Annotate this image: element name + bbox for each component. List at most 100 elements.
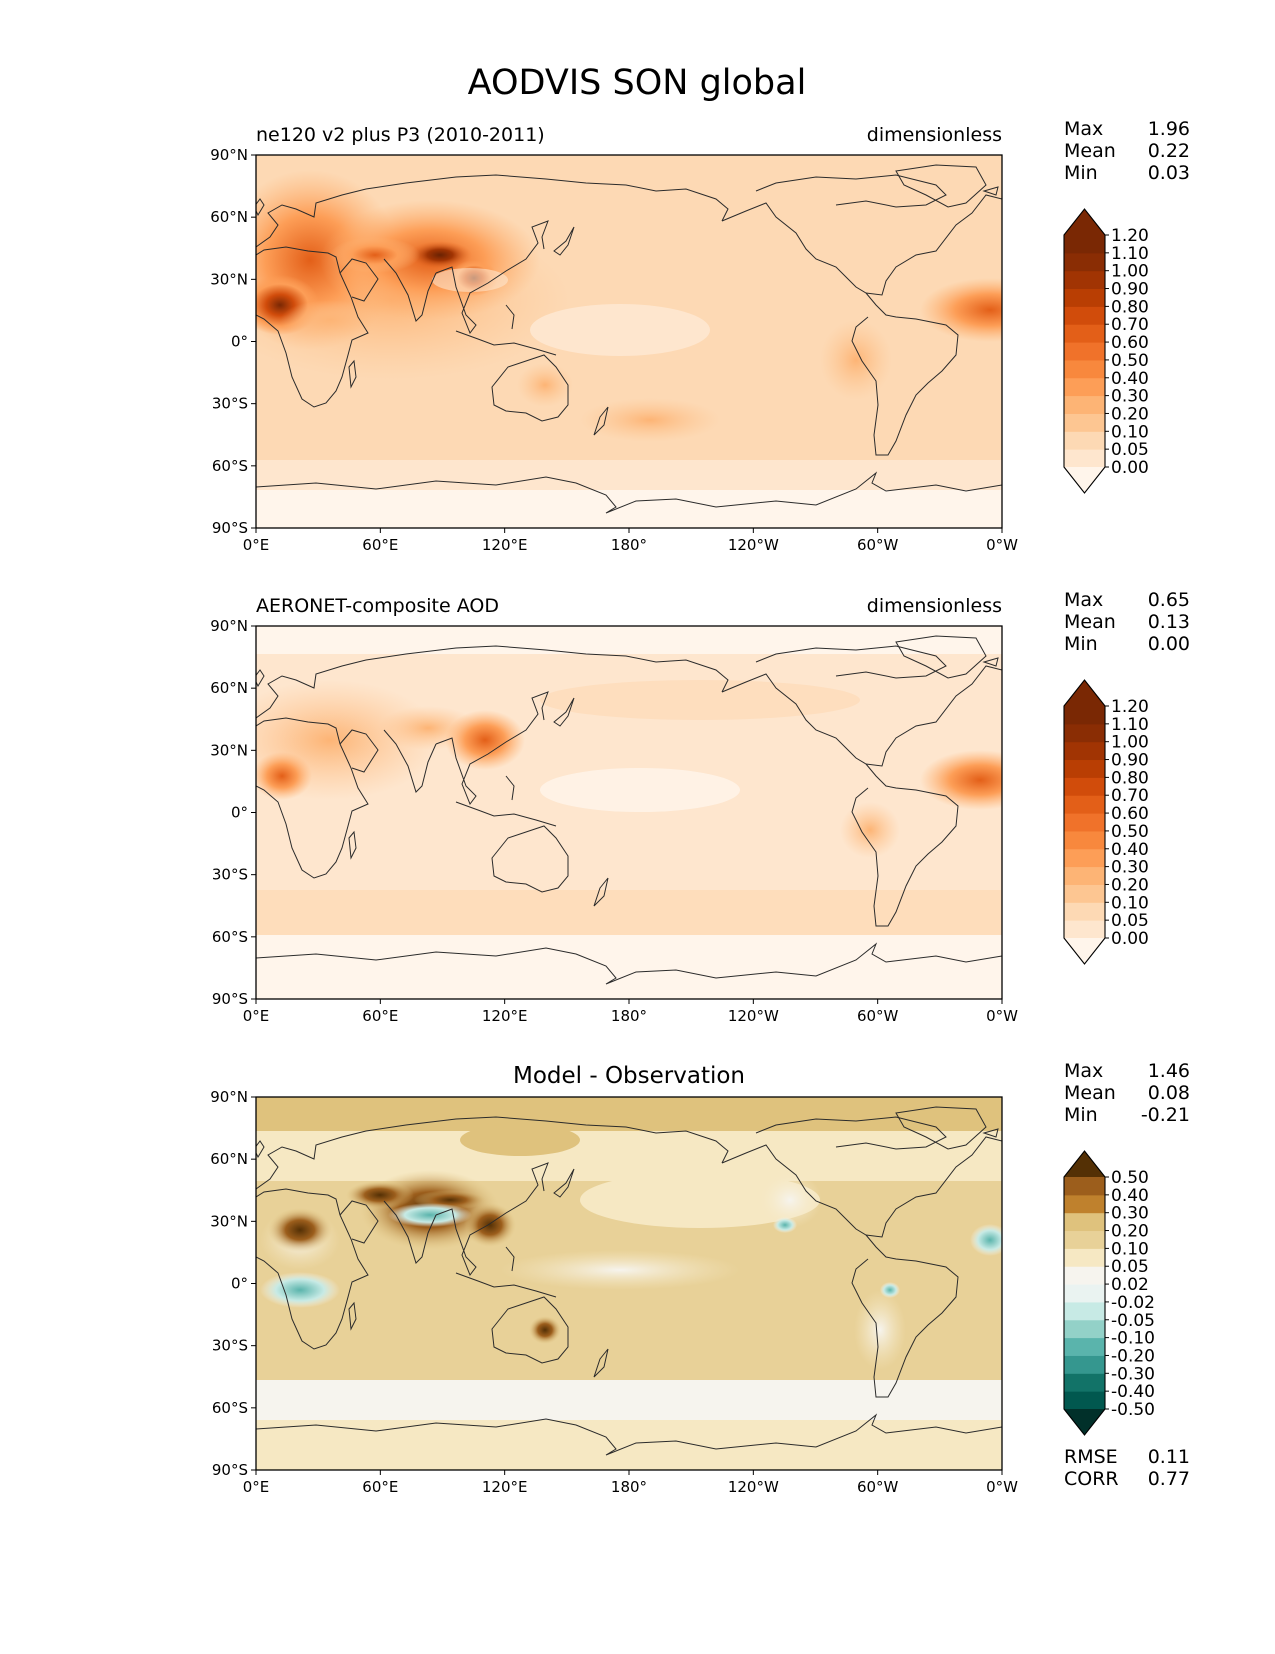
colorbar-segment: [1064, 324, 1105, 343]
colorbar-label: 1.00: [1111, 733, 1149, 753]
colorbar-segment: [1064, 884, 1105, 903]
stat-value-max: 1.46: [1148, 1060, 1190, 1082]
colorbar-extend-over: [1064, 1151, 1105, 1177]
colorbar-label: 0.40: [1111, 840, 1149, 860]
stat-value-rmse: 0.11: [1148, 1446, 1190, 1468]
colorbar-label: 0.70: [1111, 315, 1149, 335]
colorbar-segment: [1064, 830, 1105, 850]
x-tick-label: 60°W: [857, 1478, 899, 1496]
x-tick-label: 120°W: [728, 1478, 779, 1496]
colorbar-label: 0.30: [1111, 858, 1149, 878]
colorbar-label: -0.10: [1111, 1329, 1155, 1349]
colorbar-segment: [1064, 306, 1105, 325]
x-tick-label: 180°: [611, 536, 647, 554]
x-tick-label: 0°W: [986, 1007, 1018, 1025]
colorbar-segment: [1064, 777, 1105, 796]
colorbar-segment: [1064, 359, 1105, 379]
colorbar-label: 0.90: [1111, 280, 1149, 300]
colorbar-segment: [1064, 1337, 1105, 1356]
stat-value-corr: 0.77: [1148, 1468, 1190, 1490]
panel-title-right: dimensionless: [867, 595, 1002, 617]
colorbar-label: 0.50: [1111, 1168, 1149, 1188]
stat-label-mean: Mean: [1064, 140, 1116, 162]
panel-title-center: Model - Observation: [513, 1063, 745, 1089]
x-tick-label: 0°W: [986, 1478, 1018, 1496]
colorbar-label: -0.50: [1111, 1400, 1155, 1420]
colorbar-label: 1.00: [1111, 262, 1149, 282]
x-tick-label: 180°: [611, 1007, 647, 1025]
colorbar-label: -0.20: [1111, 1346, 1155, 1366]
x-tick-label: 180°: [611, 1478, 647, 1496]
colorbar-label: 0.05: [1111, 911, 1149, 931]
colorbar-label: 0.90: [1111, 751, 1149, 771]
colorbar-segment: [1064, 413, 1105, 432]
colorbar-segment: [1064, 813, 1105, 832]
y-tick-label: 90°N: [210, 1088, 248, 1106]
colorbar-segment: [1064, 706, 1105, 725]
y-tick-label: 0°: [231, 804, 248, 822]
colorbar-segment: [1064, 449, 1105, 468]
colorbar-label: 0.20: [1111, 1222, 1149, 1242]
stat-label-mean: Mean: [1064, 1082, 1116, 1104]
stat-value-max: 1.96: [1148, 118, 1190, 140]
colorbar-label: 0.05: [1111, 440, 1149, 460]
y-tick-label: 30°S: [212, 866, 248, 884]
colorbar-segment: [1064, 1391, 1105, 1410]
colorbar-label: 0.30: [1111, 387, 1149, 407]
colorbar-segment: [1064, 1230, 1105, 1249]
colorbar-segment: [1064, 1355, 1105, 1374]
panel-observation: AERONET-composite AOD dimensionless 0°E 6…: [210, 589, 1190, 1025]
map-field: [256, 1097, 1002, 1470]
colorbar-label: 0.80: [1111, 768, 1149, 788]
colorbar-segment: [1064, 1194, 1105, 1214]
x-tick-label: 0°E: [243, 1478, 270, 1496]
colorbar-segment: [1064, 235, 1105, 254]
x-tick-label: 60°E: [362, 1007, 398, 1025]
x-tick-label: 0°E: [243, 536, 270, 554]
colorbar-label: 0.10: [1111, 422, 1149, 442]
colorbar-label: -0.02: [1111, 1293, 1155, 1313]
stat-label-min: Min: [1064, 1104, 1098, 1126]
colorbar-segment: [1064, 866, 1105, 885]
colorbar-extend-over: [1064, 209, 1105, 235]
colorbar-segment: [1064, 848, 1105, 868]
stat-label-max: Max: [1064, 1060, 1103, 1082]
colorbar-label: 0.30: [1111, 1204, 1149, 1224]
x-tick-label: 60°E: [362, 536, 398, 554]
colorbar-segment: [1064, 902, 1105, 921]
colorbar-label: 0.40: [1111, 1186, 1149, 1206]
map-field: [256, 626, 1002, 999]
y-tick-label: 0°: [231, 1275, 248, 1293]
colorbar-label: 0.10: [1111, 893, 1149, 913]
y-tick-label: 90°S: [212, 990, 248, 1008]
colorbar-label: 0.60: [1111, 333, 1149, 353]
colorbar-label: 0.80: [1111, 297, 1149, 317]
x-tick-label: 60°E: [362, 1478, 398, 1496]
colorbar-segment: [1064, 1248, 1105, 1267]
y-tick-label: 60°S: [212, 928, 248, 946]
colorbar-label: 0.20: [1111, 875, 1149, 895]
y-tick-label: 30°S: [212, 395, 248, 413]
stat-label-corr: CORR: [1064, 1468, 1119, 1490]
colorbar-segment: [1064, 1266, 1105, 1285]
colorbar-segment: [1064, 1284, 1105, 1303]
colorbar-segment: [1064, 723, 1105, 743]
colorbar-label: 0.50: [1111, 822, 1149, 842]
colorbar-segment: [1064, 1301, 1105, 1321]
colorbar-segment: [1064, 1373, 1105, 1392]
colorbar-segment: [1064, 1177, 1105, 1196]
colorbar-segment: [1064, 759, 1105, 778]
y-tick-label: 30°S: [212, 1337, 248, 1355]
x-tick-label: 120°W: [728, 536, 779, 554]
panel-title-left: ne120 v2 plus P3 (2010-2011): [256, 124, 545, 146]
x-tick-label: 0°W: [986, 536, 1018, 554]
y-tick-label: 60°N: [210, 1150, 248, 1168]
colorbar-label: 1.10: [1111, 715, 1149, 735]
y-tick-label: 30°N: [210, 741, 248, 759]
colorbar-label: 1.20: [1111, 226, 1149, 246]
panel-title-left: AERONET-composite AOD: [256, 595, 499, 617]
y-tick-label: 30°N: [210, 1212, 248, 1230]
x-tick-label: 120°W: [728, 1007, 779, 1025]
stat-value-max: 0.65: [1148, 589, 1190, 611]
